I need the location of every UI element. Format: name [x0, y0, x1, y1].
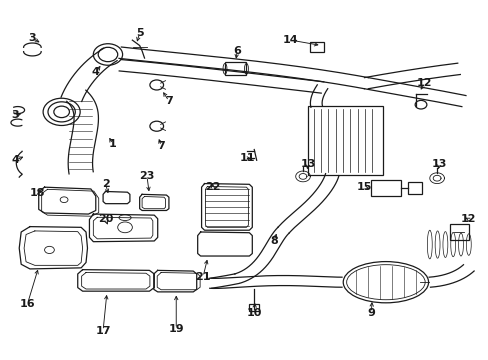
Text: 15: 15: [356, 182, 371, 192]
Text: 20: 20: [98, 215, 113, 224]
Text: 5: 5: [136, 28, 143, 38]
Text: 13: 13: [300, 159, 315, 169]
Text: 17: 17: [95, 325, 111, 336]
Text: 3: 3: [28, 33, 36, 43]
Bar: [407, 182, 422, 194]
Text: 4: 4: [11, 155, 19, 165]
Text: 2: 2: [102, 179, 109, 189]
Text: 12: 12: [416, 78, 432, 88]
Text: 6: 6: [233, 46, 241, 56]
Text: 21: 21: [195, 272, 210, 282]
Text: 9: 9: [366, 308, 374, 318]
Text: 11: 11: [239, 153, 254, 163]
Text: 13: 13: [431, 159, 447, 169]
Text: 3: 3: [12, 111, 19, 121]
Text: 18: 18: [29, 188, 45, 198]
Bar: [370, 180, 400, 196]
Text: 23: 23: [139, 171, 154, 181]
Text: 1: 1: [109, 139, 117, 149]
Bar: [310, 42, 324, 52]
Text: 22: 22: [204, 182, 220, 192]
Text: 7: 7: [158, 141, 165, 151]
Text: 19: 19: [168, 324, 183, 334]
Text: 14: 14: [283, 35, 298, 45]
Text: 16: 16: [20, 299, 35, 309]
Bar: [307, 107, 383, 175]
Text: 12: 12: [460, 215, 476, 224]
Text: 4: 4: [92, 67, 100, 77]
Text: 10: 10: [246, 308, 262, 318]
Bar: [224, 62, 246, 75]
Bar: [249, 305, 259, 311]
Text: 8: 8: [269, 236, 277, 246]
Bar: [449, 224, 468, 240]
Text: 7: 7: [165, 96, 172, 106]
